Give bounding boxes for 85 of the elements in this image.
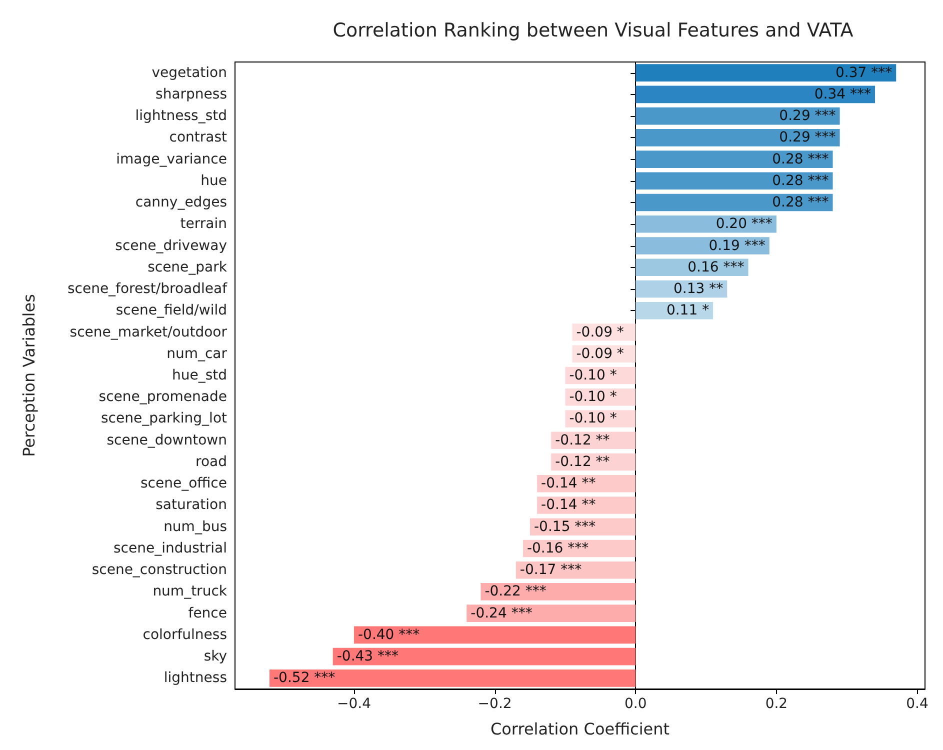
y-tick-label: terrain xyxy=(180,216,227,232)
y-tick-label: sky xyxy=(204,648,227,665)
bar xyxy=(636,237,770,254)
data-label: -0.12 ** xyxy=(555,432,610,448)
x-tick-label: −0.4 xyxy=(336,696,372,712)
bar xyxy=(636,194,833,212)
data-label: 0.34 *** xyxy=(814,86,872,102)
bar xyxy=(636,129,840,146)
y-tick-label: scene_downtown xyxy=(106,432,227,448)
y-tick-label: road xyxy=(196,454,227,470)
data-label: -0.14 ** xyxy=(541,497,596,514)
bar xyxy=(636,150,833,168)
y-tick-label: hue xyxy=(200,172,227,189)
y-tick-label: hue_std xyxy=(172,368,227,384)
data-label: -0.24 *** xyxy=(470,605,532,622)
data-label: -0.40 *** xyxy=(358,626,420,643)
data-label: 0.16 *** xyxy=(688,259,744,276)
y-tick-label: fence xyxy=(188,605,227,622)
data-label: 0.37 *** xyxy=(836,64,892,81)
bar xyxy=(537,496,636,514)
x-tick-label: −0.2 xyxy=(478,696,512,712)
bar xyxy=(354,626,636,644)
x-axis-title: Correlation Coefficient xyxy=(490,720,670,738)
bar xyxy=(636,172,833,190)
data-label: -0.22 *** xyxy=(484,584,546,600)
y-tick-label: scene_parking_lot xyxy=(100,410,228,427)
bar xyxy=(480,583,636,600)
data-label: 0.13 ** xyxy=(674,281,724,298)
data-label: 0.28 *** xyxy=(772,172,829,189)
y-tick-label: scene_market/outdoor xyxy=(70,324,228,340)
chart-title: Correlation Ranking between Visual Features and VATA xyxy=(332,20,854,42)
x-tick-label: 0.2 xyxy=(765,696,788,712)
y-tick-label: scene_park xyxy=(148,259,228,276)
data-label: -0.17 *** xyxy=(520,562,582,578)
y-tick-label: scene_industrial xyxy=(113,540,227,556)
bar xyxy=(636,86,876,104)
y-tick-label: lightness xyxy=(164,670,227,686)
data-label: -0.10 * xyxy=(569,368,617,384)
bar xyxy=(636,258,748,276)
y-tick-label: num_bus xyxy=(164,518,227,535)
y-axis-title: Perception Variables xyxy=(20,294,38,457)
bar xyxy=(332,648,636,666)
y-tick-label: num_car xyxy=(166,346,228,362)
y-tick-label: lightness_std xyxy=(135,108,227,124)
data-label: -0.12 ** xyxy=(555,454,610,470)
y-tick-label: scene_construction xyxy=(92,562,227,578)
y-tick-label: sharpness xyxy=(156,86,227,102)
y-tick-label: colorfulness xyxy=(142,626,227,643)
data-label: -0.43 *** xyxy=(336,648,399,665)
x-tick-label: 0.0 xyxy=(624,696,647,712)
data-label: -0.10 * xyxy=(569,410,617,427)
data-label: -0.14 ** xyxy=(541,476,596,492)
y-tick-label: scene_promenade xyxy=(98,389,227,406)
data-label: -0.10 * xyxy=(569,389,617,406)
data-label: -0.09 * xyxy=(576,346,624,362)
bar xyxy=(270,670,636,687)
bar xyxy=(466,604,636,622)
data-label: 0.20 *** xyxy=(716,216,772,232)
data-label: -0.09 * xyxy=(576,324,624,340)
data-label: 0.19 *** xyxy=(708,238,766,254)
data-label: -0.15 *** xyxy=(534,518,596,535)
data-label: 0.28 *** xyxy=(772,151,829,168)
x-tick-label: 0.4 xyxy=(906,696,928,712)
y-tick-label: canny_edges xyxy=(135,194,227,211)
y-tick-label: num_truck xyxy=(152,584,228,600)
bar xyxy=(530,518,636,536)
y-tick-label: scene_driveway xyxy=(115,238,227,254)
y-tick-label: image_variance xyxy=(116,151,227,168)
y-tick-label: scene_forest/broadleaf xyxy=(67,281,228,298)
y-tick-label: contrast xyxy=(169,130,228,146)
bar xyxy=(537,474,636,492)
bar xyxy=(636,64,896,82)
bar xyxy=(636,302,714,320)
data-label: 0.11 * xyxy=(666,302,710,319)
data-label: 0.29 *** xyxy=(779,108,836,124)
bar xyxy=(636,216,776,233)
y-tick-label: vegetation xyxy=(152,64,227,81)
data-label: 0.29 *** xyxy=(779,130,836,146)
data-label: -0.52 *** xyxy=(274,670,336,686)
y-tick-label: saturation xyxy=(156,497,227,514)
bar xyxy=(636,107,840,125)
y-tick-label: scene_office xyxy=(140,476,227,492)
data-label: 0.28 *** xyxy=(772,194,829,211)
y-tick-label: scene_field/wild xyxy=(116,302,227,319)
data-label: -0.16 *** xyxy=(526,540,589,556)
